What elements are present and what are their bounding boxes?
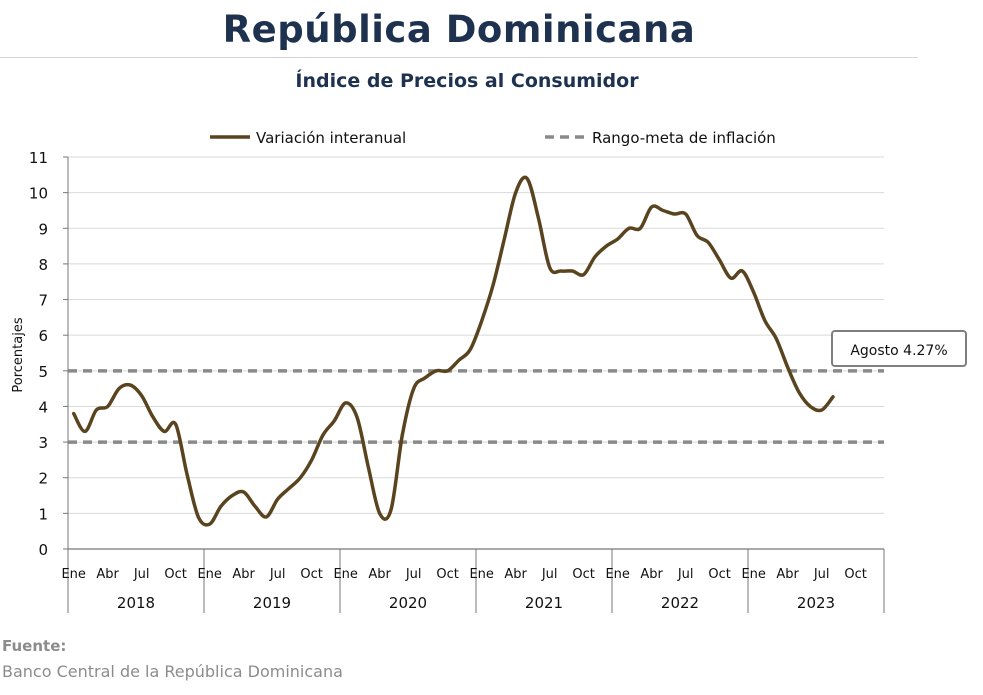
target-band: [68, 369, 884, 444]
x-month-label: Abr: [504, 567, 527, 582]
x-month-label: Jul: [677, 567, 694, 582]
x-month-label: Ene: [605, 567, 629, 582]
legend: Variación interanual Rango-meta de inflac…: [210, 129, 776, 147]
x-month-label: Ene: [61, 567, 85, 582]
x-month-label: Abr: [96, 567, 119, 582]
y-tick-label: 10: [29, 185, 48, 203]
cpi-line-chart: 0 1 2 3 4 5 6 7 8 9 10 11 Ene Abr Jul Oct 2018 Ene Abr Jul O…: [11, 129, 967, 613]
series-line-layer: [71, 175, 835, 527]
callout-label: Agosto 4.27%: [850, 343, 947, 359]
series-line-variacion-interanual: [71, 175, 835, 527]
source-label: Fuente:: [2, 637, 67, 655]
x-month-label: Abr: [232, 567, 255, 582]
x-month-label: Oct: [164, 567, 186, 582]
y-tick-label: 9: [38, 220, 48, 238]
x-month-label: Abr: [776, 567, 799, 582]
x-month-label: Oct: [844, 567, 866, 582]
y-tick-label: 7: [38, 292, 48, 310]
y-tick-label: 4: [38, 398, 48, 416]
x-year-label: 2023: [797, 594, 835, 612]
x-month-label: Abr: [640, 567, 663, 582]
x-year-label: 2022: [661, 594, 699, 612]
x-year-label: 2019: [253, 594, 291, 612]
y-tick-label: 0: [38, 541, 48, 559]
x-month-label: Ene: [333, 567, 357, 582]
x-month-label: Jul: [405, 567, 422, 582]
x-month-label: Jul: [269, 567, 286, 582]
x-month-label: Oct: [300, 567, 322, 582]
x-month-label: Ene: [741, 567, 765, 582]
x-month-label: Ene: [469, 567, 493, 582]
y-tick-label: 1: [38, 505, 48, 523]
chart-title: Índice de Precios al Consumidor: [295, 70, 639, 92]
title-divider: [0, 57, 918, 58]
x-month-label: Ene: [197, 567, 221, 582]
y-tick-label: 11: [29, 149, 48, 167]
legend-label: Rango-meta de inflación: [592, 129, 776, 147]
x-year-label: 2018: [117, 594, 155, 612]
x-month-label: Jul: [541, 567, 558, 582]
source-text: Banco Central de la República Dominicana: [2, 662, 343, 681]
x-month-label: Oct: [436, 567, 458, 582]
y-tick-label: 5: [38, 363, 48, 381]
y-tick-label: 3: [38, 434, 48, 452]
y-tick-label: 8: [38, 256, 48, 274]
page-title: República Dominicana: [222, 8, 696, 51]
x-year-label: 2021: [525, 594, 563, 612]
x-month-label: Abr: [368, 567, 391, 582]
y-axis-label: Porcentajes: [11, 317, 26, 392]
callout-box: [831, 330, 967, 367]
y-tick-label: 2: [38, 470, 48, 488]
x-month-label: Jul: [813, 567, 830, 582]
axes: 0 1 2 3 4 5 6 7 8 9 10 11 Ene Abr Jul Oct 2018 Ene Abr Jul O…: [29, 149, 885, 613]
value-callout: Agosto 4.27%: [831, 330, 967, 367]
x-month-label: Oct: [708, 567, 730, 582]
legend-label: Variación interanual: [256, 129, 406, 147]
y-tick-label: 6: [38, 327, 48, 345]
x-month-label: Jul: [133, 567, 150, 582]
x-month-label: Oct: [572, 567, 594, 582]
x-year-label: 2020: [389, 594, 427, 612]
